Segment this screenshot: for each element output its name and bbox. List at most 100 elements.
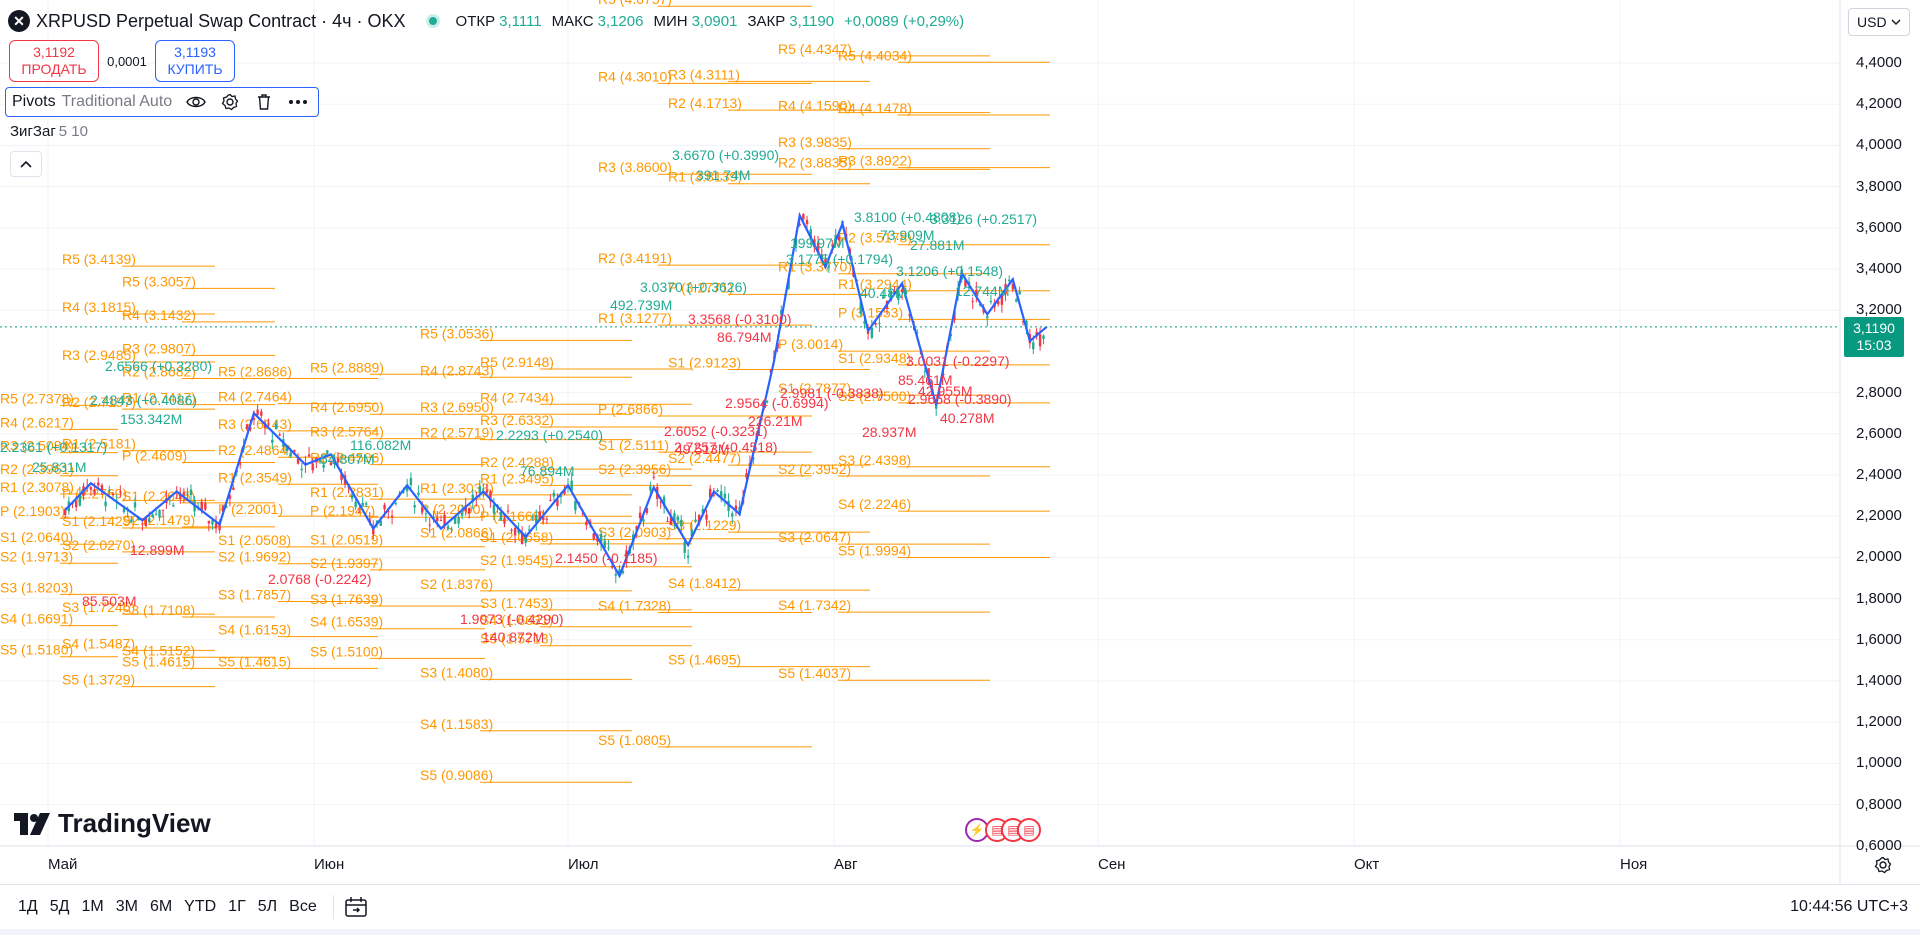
price-scale-label: 1,4000 [1856, 672, 1902, 689]
zigzag-pivot-label: 2.2361 (+0.1317) [0, 439, 107, 455]
zigzag-pivot-label: 2.9658 (-0.3890) [908, 391, 1012, 407]
candle-body [154, 513, 158, 515]
date-range-icon[interactable] [344, 896, 370, 918]
candle-body [520, 533, 524, 545]
pivot-level-label: S4 (1.8412) [668, 575, 741, 591]
price-scale-label: 1,6000 [1856, 630, 1902, 648]
candle-body [686, 555, 690, 558]
price-scale-label: 2,2000 [1856, 507, 1902, 525]
zigzag-indicator-legend[interactable]: ЗигЗаг 5 10 [10, 123, 88, 140]
ohlc-label-high: МАКС [551, 12, 594, 30]
pivot-level-label: R4 (3.1815) [62, 299, 136, 315]
range-button[interactable]: Все [289, 897, 317, 915]
candle-body [1042, 335, 1045, 340]
zigzag-pivot-label: 2.9564 (-0.6994) [725, 395, 829, 411]
ohlc-label-low: МИН [653, 12, 688, 30]
zigzag-pivot-label: 2.2293 (+0.2540) [496, 427, 603, 443]
candle-body [649, 486, 652, 491]
gear-icon [1874, 856, 1892, 874]
symbol-icon[interactable]: ✕ [8, 10, 30, 32]
pivot-level-label: S5 (1.5100) [310, 643, 383, 659]
candle-body [161, 509, 165, 511]
zigzag-volume-label: 42.955M [918, 383, 972, 399]
trash-icon[interactable] [250, 90, 278, 114]
zigzag-pivot-label: 2.9981 (-0.3838) [780, 385, 884, 401]
buy-button[interactable]: 3,1193 КУПИТЬ [155, 40, 235, 82]
zigzag-pivot-label: 2.4843 (+0.4086) [90, 392, 197, 408]
sell-price: 3,1192 [33, 44, 75, 60]
range-button[interactable]: 3М [115, 897, 138, 915]
pivot-level-label: R4 (2.7434) [480, 389, 554, 405]
market-status-icon[interactable] [425, 14, 440, 28]
candle-body [221, 505, 225, 512]
candle-body [186, 493, 189, 495]
candle-body [111, 494, 115, 496]
candle-body [383, 504, 386, 510]
zigzag-pivot-label: 3.8100 (+0.4808) [854, 209, 961, 225]
clock[interactable]: 10:44:56 UTC+3 [1790, 897, 1908, 915]
chart-pane[interactable]: R5 (2.7378) R4 (2.6217) R3 (2.5084) R2 (2.3… [0, 0, 1920, 884]
range-button[interactable]: 5Л [257, 897, 278, 915]
price-scale-label: 1,2000 [1856, 713, 1902, 731]
collapse-legend-button[interactable] [10, 151, 42, 177]
candle-body [712, 494, 716, 496]
candle-body [837, 235, 841, 241]
candle-body [278, 434, 281, 436]
candle-body [559, 495, 563, 498]
currency-select[interactable]: USD [1848, 8, 1910, 36]
candle-body [765, 400, 769, 403]
pivot-level-label: R4 (2.6950) [310, 399, 384, 415]
pivot-level-label: S1 (2.5111) [598, 437, 669, 453]
price-scale-label: 3,8000 [1856, 177, 1902, 195]
range-button[interactable]: 1Г [228, 897, 246, 915]
pivot-level-label: S1 (2.0640) [0, 529, 73, 545]
zigzag-volume-label: 85.503M [82, 593, 136, 609]
pivot-level-label: P (3.1553) [838, 304, 903, 320]
tradingview-logo[interactable]: TradingView [14, 808, 211, 839]
pivot-level-label: S3 (1.4080) [420, 664, 493, 680]
pivots-indicator-args[interactable]: Traditional Auto [61, 93, 173, 110]
candle-body [260, 411, 263, 416]
range-button[interactable]: 1М [81, 897, 104, 915]
pivot-level-label: R5 (2.8889) [310, 359, 384, 375]
time-axis-label: Июл [568, 856, 599, 873]
gear-icon[interactable] [216, 90, 244, 114]
bottom-toolbar: 1Д 5Д 1М 3М 6М YTD 1Г 5Л Все 10:44:56 UTC+3 [0, 884, 1920, 928]
eye-icon[interactable] [182, 90, 210, 114]
chart-settings-button[interactable] [1870, 852, 1896, 878]
pivot-level-label: P (2.1947) [310, 502, 375, 518]
pivot-level-label: S4 (2.2246) [838, 496, 911, 512]
pivot-level-label: S1 (2.7877) [778, 380, 851, 396]
time-axis-label: Июн [314, 856, 345, 873]
candle-body [831, 244, 834, 246]
candle-body [402, 491, 405, 493]
candle-body [417, 492, 420, 496]
zigzag-pivot-label: 2.6052 (-0.3231) [664, 423, 768, 439]
pivot-level-label: R3 (4.3111) [668, 66, 740, 82]
pivots-indicator-legend[interactable]: Pivots Traditional Auto [5, 87, 319, 117]
pivot-level-label: S5 (1.3729) [62, 672, 135, 688]
candle-body [745, 473, 748, 478]
us-flag-icon[interactable]: ▤ [1017, 818, 1041, 842]
range-button[interactable]: 5Д [49, 897, 70, 915]
candle-body [581, 513, 584, 515]
range-button[interactable]: 6М [149, 897, 173, 915]
candle-body [365, 503, 368, 505]
candle-body [503, 517, 506, 524]
more-icon[interactable] [284, 90, 312, 114]
range-button[interactable]: YTD [184, 897, 217, 915]
pivots-indicator-name[interactable]: Pivots [12, 93, 56, 110]
sell-button[interactable]: 3,1192 ПРОДАТЬ [9, 40, 99, 82]
candle-body [63, 509, 67, 515]
zigzag-pivot-label: 3.3568 (-0.3100) [688, 311, 792, 327]
candle-body [527, 529, 531, 531]
zigzag-volume-label: 54.807M [320, 451, 374, 467]
candle-body [204, 503, 207, 510]
range-button[interactable]: 1Д [18, 897, 38, 915]
zigzag-indicator-name[interactable]: ЗигЗаг [10, 123, 56, 140]
scrollbar[interactable] [0, 929, 1920, 935]
zigzag-volume-label: 27.881M [910, 237, 964, 253]
zigzag-indicator-args[interactable]: 5 10 [58, 123, 88, 140]
candle-body [93, 490, 96, 494]
symbol-title[interactable]: XRPUSD Perpetual Swap Contract · 4ч · OK… [36, 10, 406, 31]
